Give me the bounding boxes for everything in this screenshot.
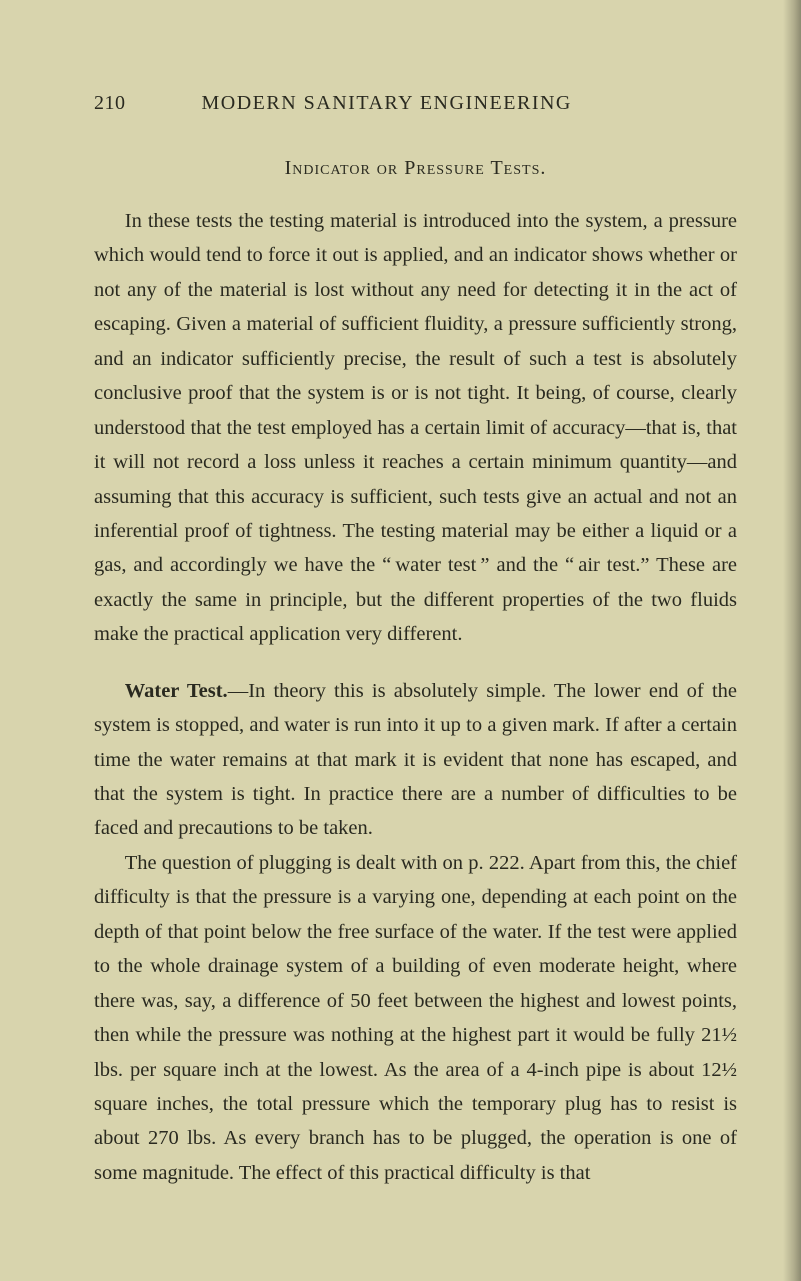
paragraph: Water Test.—In theory this is absolutely… (94, 674, 737, 846)
running-title: MODERN SANITARY ENGINEERING (202, 92, 572, 115)
section-heading: Indicator or Pressure Tests. (94, 157, 737, 180)
paragraph: In these tests the testing material is i… (94, 204, 737, 652)
inline-heading: Water Test. (125, 680, 228, 702)
page-number: 210 (94, 92, 126, 115)
book-page: 210 MODERN SANITARY ENGINEERING Indicato… (0, 0, 801, 1281)
paragraph: The question of plugging is dealt with o… (94, 846, 737, 1190)
page-header: 210 MODERN SANITARY ENGINEERING (94, 92, 737, 115)
paragraph-gap (94, 652, 737, 674)
paragraph-text: —In theory this is absolutely simple. Th… (94, 680, 737, 840)
body-text: In these tests the testing material is i… (94, 204, 737, 1190)
